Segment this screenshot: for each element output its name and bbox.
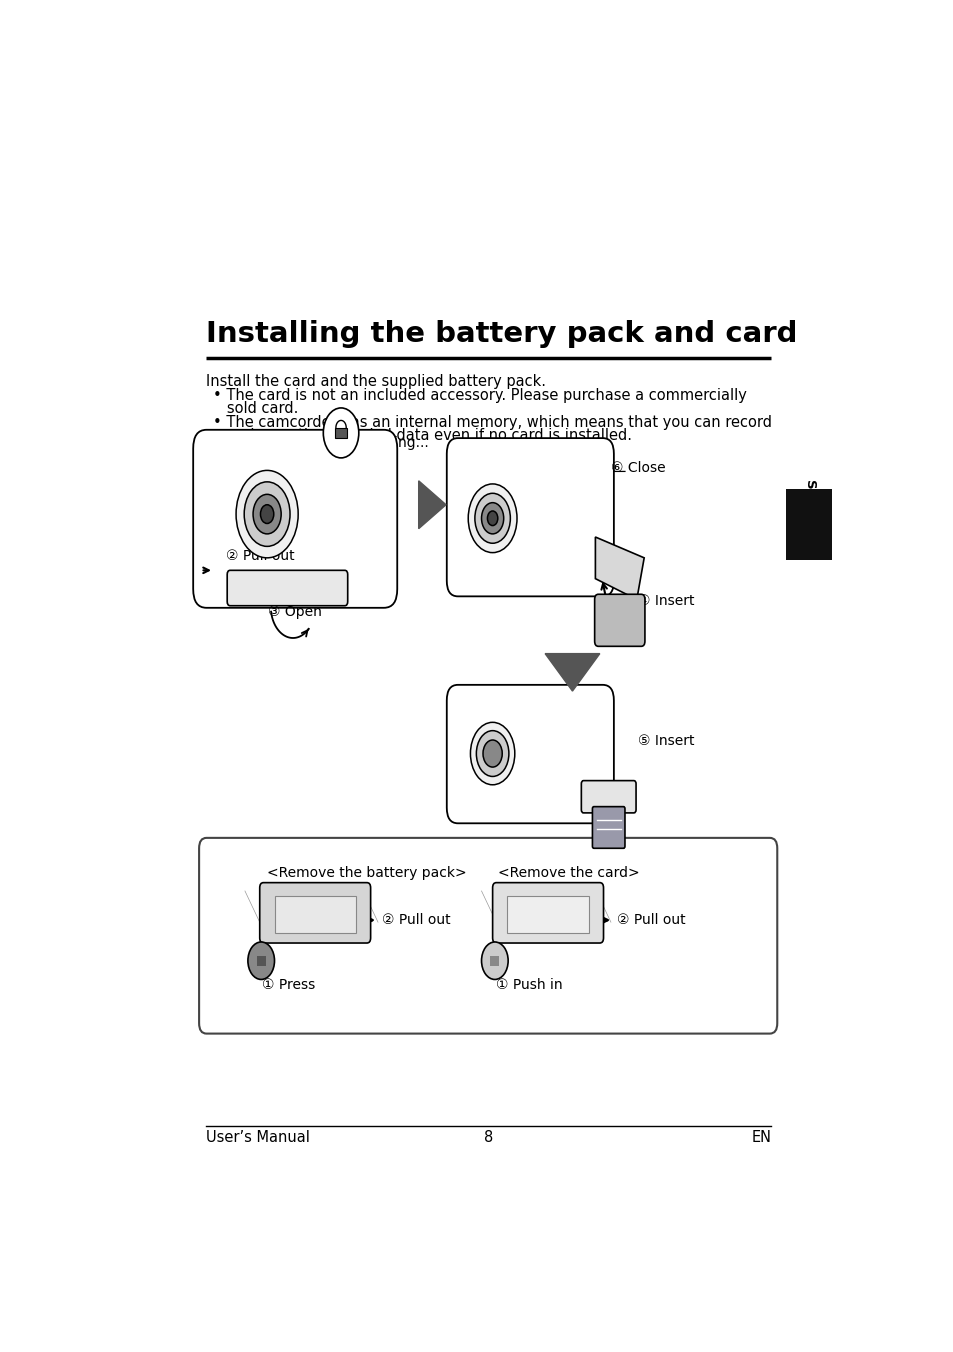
Text: ④ Insert: ④ Insert	[638, 594, 694, 607]
Circle shape	[248, 942, 274, 979]
Text: Installing the battery pack and card: Installing the battery pack and card	[206, 319, 797, 347]
Text: sold card.: sold card.	[213, 400, 298, 415]
Circle shape	[470, 722, 515, 784]
Circle shape	[235, 470, 298, 558]
Text: ⑤ Insert: ⑤ Insert	[638, 734, 694, 748]
Circle shape	[323, 408, 358, 458]
Bar	[785, 489, 831, 560]
FancyBboxPatch shape	[580, 780, 636, 813]
Bar	[490, 956, 498, 965]
Circle shape	[481, 942, 508, 979]
Bar	[256, 956, 265, 965]
Circle shape	[468, 484, 517, 553]
Text: ① Press: ① Press	[262, 977, 314, 991]
Circle shape	[244, 481, 290, 546]
Circle shape	[482, 740, 501, 767]
Polygon shape	[418, 481, 446, 529]
FancyBboxPatch shape	[259, 883, 370, 944]
Bar	[335, 427, 347, 438]
FancyBboxPatch shape	[492, 883, 603, 944]
Text: <Remove the battery pack>: <Remove the battery pack>	[267, 867, 466, 880]
Circle shape	[260, 504, 274, 523]
Text: ③ Open: ③ Open	[268, 604, 322, 619]
FancyBboxPatch shape	[193, 430, 396, 608]
FancyBboxPatch shape	[446, 438, 613, 596]
Text: and save the recorded data even if no card is installed.: and save the recorded data even if no ca…	[213, 427, 632, 442]
Text: ① Push in: ① Push in	[496, 977, 562, 991]
Circle shape	[253, 495, 281, 534]
Text: 8: 8	[484, 1130, 493, 1145]
Circle shape	[487, 511, 497, 526]
Circle shape	[481, 503, 503, 534]
Text: EN: EN	[751, 1130, 771, 1145]
Circle shape	[476, 730, 508, 776]
Polygon shape	[595, 537, 643, 599]
FancyBboxPatch shape	[227, 571, 347, 606]
Text: ⑥ Close: ⑥ Close	[610, 461, 665, 476]
Text: • The card is not an included accessory. Please purchase a commercially: • The card is not an included accessory.…	[213, 388, 746, 403]
Text: ② Pull out: ② Pull out	[226, 549, 294, 562]
FancyBboxPatch shape	[592, 807, 624, 848]
Bar	[507, 896, 588, 933]
FancyBboxPatch shape	[446, 685, 613, 823]
FancyBboxPatch shape	[594, 595, 644, 646]
Polygon shape	[544, 653, 599, 691]
Text: ② Pull out: ② Pull out	[617, 913, 685, 927]
Text: <Remove the card>: <Remove the card>	[497, 867, 639, 880]
Text: SETUP: SETUP	[802, 480, 816, 527]
Text: User’s Manual: User’s Manual	[206, 1130, 310, 1145]
Bar	[274, 896, 355, 933]
Text: • The camcorder has an internal memory, which means that you can record: • The camcorder has an internal memory, …	[213, 415, 771, 430]
Text: Install the card and the supplied battery pack.: Install the card and the supplied batter…	[206, 373, 546, 388]
Text: ① While pressing...: ① While pressing...	[297, 437, 429, 450]
Text: ② Pull out: ② Pull out	[381, 913, 450, 927]
Circle shape	[475, 493, 510, 544]
FancyBboxPatch shape	[199, 838, 777, 1033]
